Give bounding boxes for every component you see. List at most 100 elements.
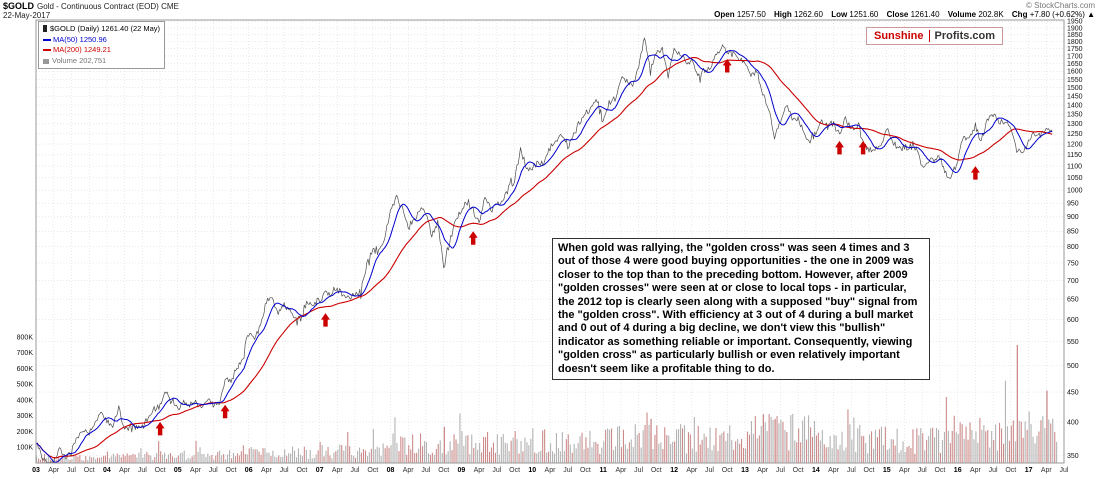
svg-text:Oct: Oct	[296, 467, 307, 474]
svg-text:1500: 1500	[1067, 85, 1083, 92]
svg-text:10: 10	[528, 467, 536, 474]
svg-text:900: 900	[1067, 214, 1079, 221]
golden-cross-arrow	[155, 421, 165, 436]
legend-price-row: $GOLD (Daily) 1261.40 (22 May)	[43, 24, 160, 35]
svg-text:1050: 1050	[1067, 175, 1083, 182]
svg-text:1850: 1850	[1067, 32, 1083, 39]
legend-volume-row: Volume 202,751	[43, 56, 160, 67]
svg-text:600: 600	[1067, 317, 1079, 324]
svg-text:1100: 1100	[1067, 164, 1082, 171]
svg-text:Oct: Oct	[651, 467, 662, 474]
legend-price-label: $GOLD (Daily) 1261.40 (22 May)	[50, 24, 161, 33]
svg-text:Jul: Jul	[1060, 467, 1069, 474]
svg-text:1400: 1400	[1067, 103, 1083, 110]
golden-cross-arrow	[858, 140, 868, 155]
legend-volume-label: Volume 202,751	[52, 55, 107, 65]
svg-text:Apr: Apr	[1041, 467, 1053, 474]
quote-volume-value: 202.8K	[978, 10, 1004, 19]
svg-text:Oct: Oct	[509, 467, 520, 474]
golden-cross-arrow	[835, 140, 844, 155]
golden-cross-arrow	[722, 59, 732, 73]
quote-close-label: Close	[886, 10, 909, 19]
svg-text:17: 17	[1025, 467, 1033, 474]
price-series-icon	[43, 25, 47, 32]
quote-bar: Open 1257.50 High 1262.60 Low 1251.60 Cl…	[708, 10, 1095, 19]
legend-ma200-label: MA(200) 1249.21	[53, 45, 111, 54]
stockcharts-copyright-link[interactable]: © StockCharts.com	[1025, 1, 1095, 10]
ticker-symbol: $GOLD	[3, 1, 35, 11]
svg-text:Apr: Apr	[332, 467, 344, 474]
svg-text:15: 15	[883, 467, 891, 474]
quote-chg-value: +7.80 (+0.62%) ▲	[1029, 10, 1095, 19]
svg-text:Oct: Oct	[1005, 467, 1016, 474]
svg-text:Apr: Apr	[899, 467, 911, 474]
quote-volume-label: Volume	[947, 10, 977, 19]
svg-text:Oct: Oct	[722, 467, 733, 474]
sunshine-profits-logo[interactable]: Sunshine Profits.com	[866, 27, 1004, 45]
svg-text:Apr: Apr	[686, 467, 698, 474]
svg-text:1150: 1150	[1067, 152, 1082, 159]
svg-text:Oct: Oct	[155, 467, 166, 474]
svg-text:Jul: Jul	[634, 467, 643, 474]
svg-text:1600: 1600	[1067, 69, 1083, 76]
svg-text:950: 950	[1067, 201, 1079, 208]
svg-text:Apr: Apr	[970, 467, 982, 474]
quote-close-value: 1261.40	[910, 10, 940, 19]
svg-text:Jul: Jul	[847, 467, 856, 474]
volume-bars-icon	[43, 58, 49, 64]
quote-low-value: 1251.60	[849, 10, 879, 19]
svg-text:Jul: Jul	[280, 467, 289, 474]
svg-text:Jul: Jul	[989, 467, 998, 474]
sunshine-logo-part2: Profits.com	[934, 30, 996, 42]
quote-open-label: Open	[714, 10, 735, 19]
svg-text:350: 350	[1067, 453, 1079, 460]
svg-text:800: 800	[1067, 244, 1079, 251]
svg-text:Apr: Apr	[190, 467, 202, 474]
svg-text:500: 500	[1067, 363, 1079, 370]
svg-text:Oct: Oct	[367, 467, 378, 474]
golden-cross-arrows	[155, 59, 980, 436]
svg-text:Oct: Oct	[226, 467, 237, 474]
legend-ma50-row: MA(50) 1250.96	[43, 35, 160, 46]
golden-cross-arrow	[220, 404, 230, 419]
svg-text:1800: 1800	[1067, 39, 1083, 46]
svg-text:850: 850	[1067, 229, 1079, 236]
svg-text:750: 750	[1067, 260, 1079, 267]
svg-text:Apr: Apr	[615, 467, 627, 474]
ma50-line	[35, 49, 1053, 463]
svg-text:700: 700	[1067, 278, 1079, 285]
svg-text:Apr: Apr	[757, 467, 769, 474]
svg-text:1350: 1350	[1067, 112, 1083, 119]
svg-text:Oct: Oct	[580, 467, 591, 474]
svg-text:Jul: Jul	[705, 467, 714, 474]
sunshine-logo-part1: Sunshine	[874, 30, 930, 42]
svg-text:12: 12	[670, 467, 678, 474]
svg-text:1550: 1550	[1067, 77, 1083, 84]
svg-text:1700: 1700	[1067, 53, 1083, 60]
svg-text:11: 11	[599, 467, 607, 474]
golden-cross-arrow	[970, 166, 980, 180]
svg-text:1450: 1450	[1067, 94, 1083, 101]
svg-text:Apr: Apr	[48, 467, 60, 474]
svg-text:14: 14	[812, 467, 820, 474]
svg-text:16: 16	[954, 467, 962, 474]
annotation-box: When gold was rallying, the "golden cros…	[552, 238, 930, 381]
svg-text:13: 13	[741, 467, 749, 474]
legend-ma50-label: MA(50) 1250.96	[53, 34, 107, 44]
svg-text:05: 05	[174, 467, 182, 474]
svg-text:Oct: Oct	[864, 467, 875, 474]
chart-legend: $GOLD (Daily) 1261.40 (22 May) MA(50) 12…	[38, 21, 166, 69]
svg-text:Apr: Apr	[545, 467, 557, 474]
svg-text:Oct: Oct	[793, 467, 804, 474]
svg-text:Apr: Apr	[403, 467, 415, 474]
volume-bars	[36, 344, 1058, 463]
svg-text:1000: 1000	[1067, 188, 1083, 195]
svg-text:Jul: Jul	[138, 467, 147, 474]
svg-text:600K: 600K	[17, 366, 34, 373]
plot-border	[35, 19, 1065, 464]
svg-text:1250: 1250	[1067, 131, 1083, 138]
svg-text:650: 650	[1067, 297, 1079, 304]
svg-text:500K: 500K	[17, 382, 34, 389]
svg-text:Apr: Apr	[119, 467, 131, 474]
svg-text:06: 06	[245, 467, 253, 474]
